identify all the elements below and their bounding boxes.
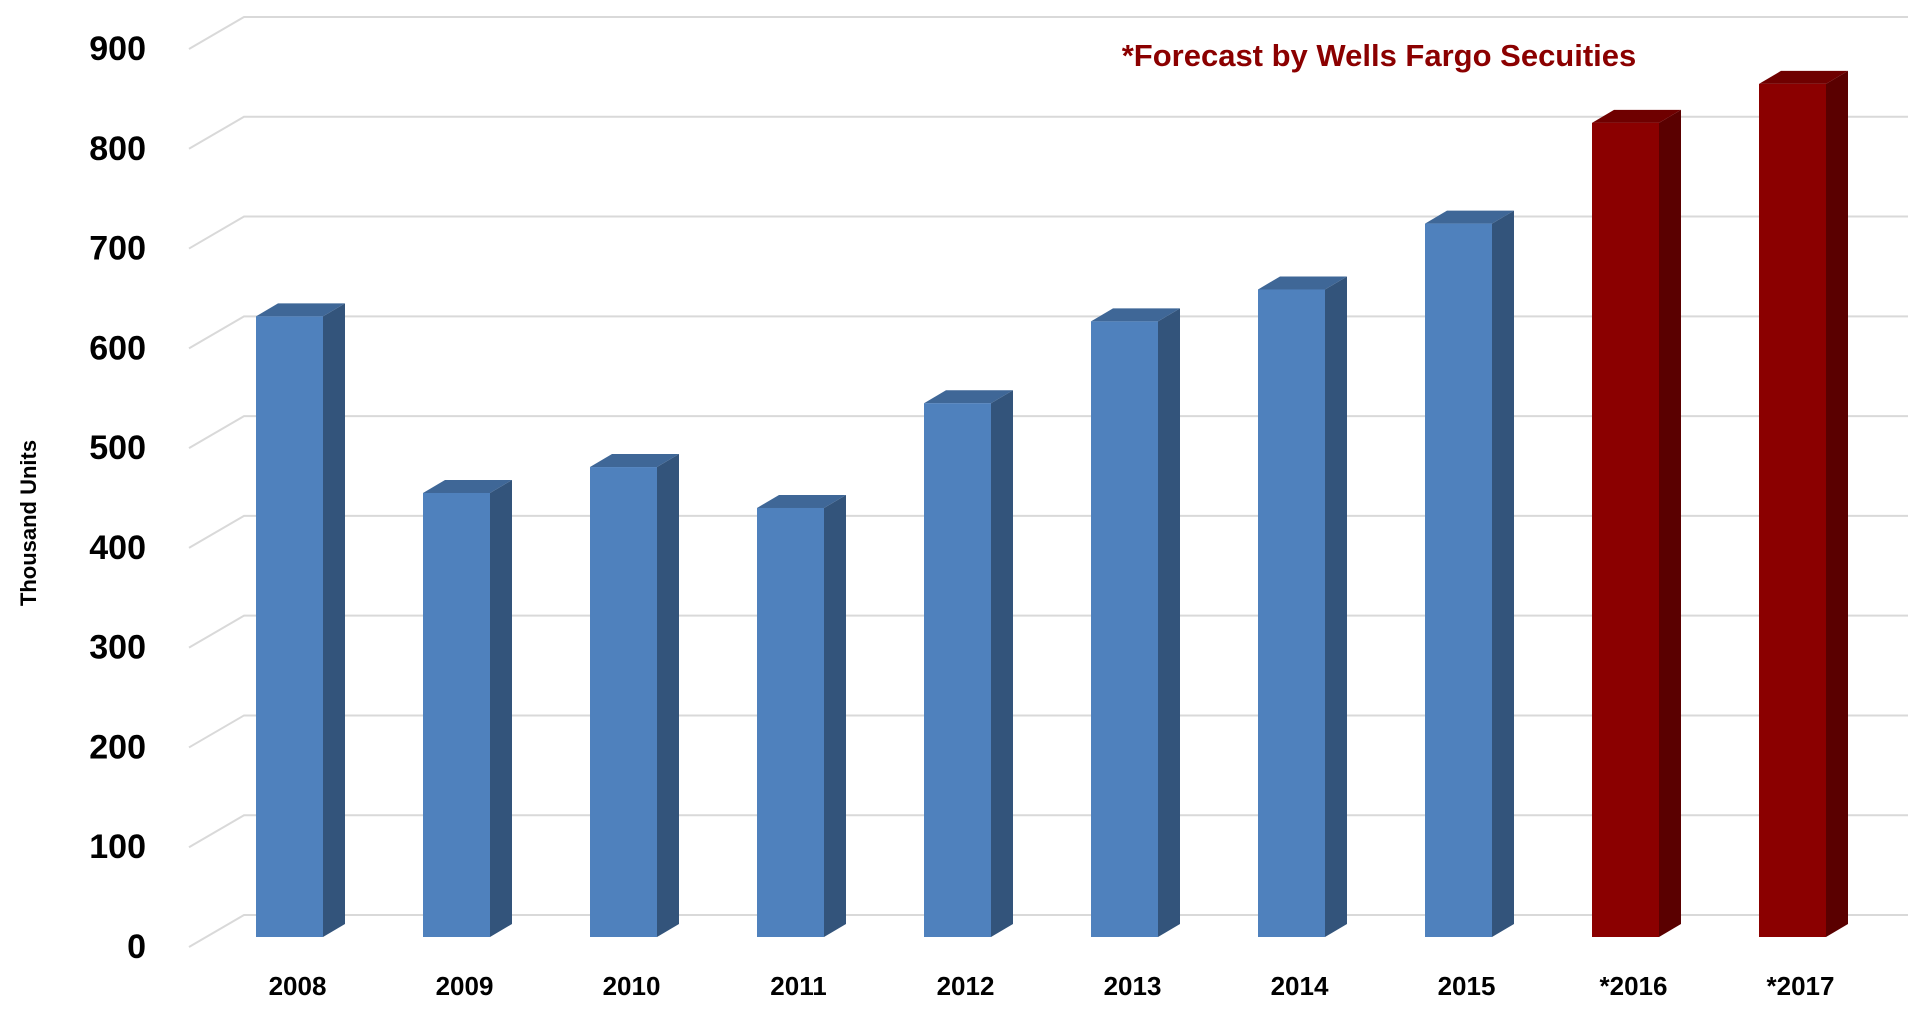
bar-side	[991, 390, 1013, 937]
bar	[1425, 223, 1492, 938]
grid-line	[188, 514, 1908, 549]
y-tick-label: 100	[89, 828, 146, 866]
bar	[1258, 289, 1325, 937]
bar	[423, 492, 490, 937]
bar-top	[1759, 70, 1848, 84]
x-tick-label: *2017	[1767, 971, 1835, 1001]
bar-side	[1492, 210, 1514, 938]
annotation: *Forecast by Wells Fargo Secuities	[1122, 38, 1637, 73]
bar-top	[1592, 109, 1681, 123]
x-tick-label: 2010	[603, 971, 661, 1001]
x-tick-label: 2008	[269, 971, 327, 1001]
bar-top	[423, 479, 512, 493]
bar	[1592, 122, 1659, 937]
grid-line	[188, 415, 1908, 449]
bar	[590, 467, 657, 937]
bar	[1091, 321, 1158, 938]
grid-line	[188, 914, 1908, 948]
y-tick-label: 400	[89, 529, 146, 567]
bar	[256, 316, 323, 938]
bar-side	[1659, 109, 1681, 937]
bar-top	[1258, 276, 1347, 290]
y-tick-label: 500	[89, 429, 146, 467]
x-tick-label: 2015	[1438, 971, 1496, 1001]
x-tick-label: *2016	[1600, 971, 1668, 1001]
y-tick-label: 900	[89, 30, 146, 68]
grid-line	[188, 814, 1908, 849]
grid-line	[188, 16, 1908, 50]
grid-line	[188, 115, 1908, 150]
y-axis-label: Thousand Units	[16, 440, 41, 606]
x-tick-label: 2012	[937, 971, 995, 1001]
y-tick-label: 0	[127, 928, 146, 966]
y-tick-label: 800	[89, 130, 146, 168]
bar-top	[1425, 210, 1514, 224]
bar-side	[490, 479, 512, 937]
bar-side	[824, 494, 846, 937]
bar-top	[1091, 308, 1180, 322]
grid-line	[188, 215, 1908, 250]
bar-top	[924, 390, 1013, 404]
bar-top	[590, 454, 679, 468]
y-tick-label: 300	[89, 629, 146, 667]
bar-side	[1325, 276, 1347, 937]
grid-line	[188, 315, 1908, 350]
x-tick-label: 2014	[1271, 971, 1329, 1001]
x-tick-label: 2011	[770, 971, 826, 1001]
grid-line	[188, 614, 1908, 649]
y-tick-label: 200	[89, 728, 146, 766]
bar	[924, 403, 991, 937]
bar-side	[323, 303, 345, 938]
x-tick-label: 2009	[436, 971, 494, 1001]
bar-side	[1158, 308, 1180, 938]
bar	[757, 507, 824, 937]
x-tick-label: 2013	[1104, 971, 1162, 1001]
bar-top	[757, 494, 846, 508]
bar-side	[1826, 70, 1848, 937]
grid-line	[188, 714, 1908, 749]
y-tick-label: 600	[89, 329, 146, 367]
y-tick-label: 700	[89, 230, 146, 268]
bar	[1759, 83, 1826, 937]
bar-side	[657, 454, 679, 937]
bar-top	[256, 303, 345, 317]
